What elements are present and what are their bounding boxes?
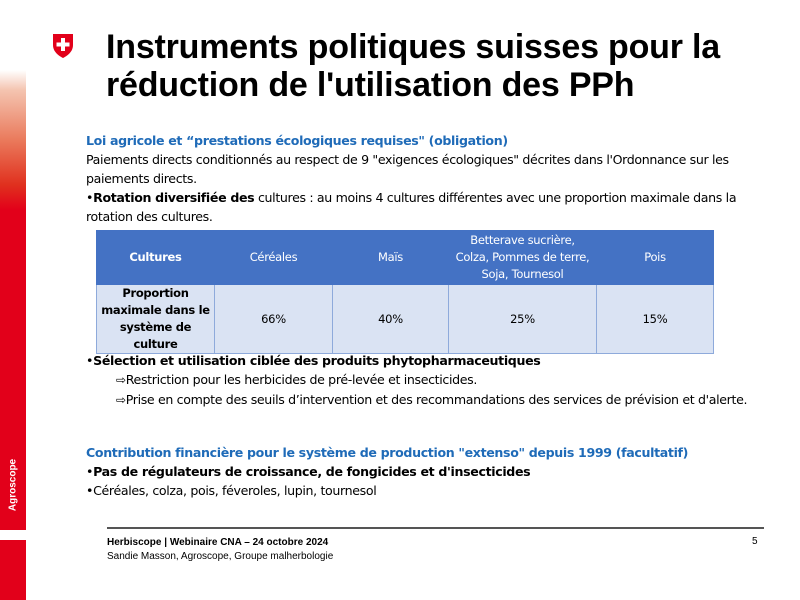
swiss-shield-icon <box>53 34 73 58</box>
table-header-cell: Céréales <box>214 230 333 285</box>
restriction-text: Restriction pour les herbicides de pré-l… <box>125 372 478 387</box>
table-cell: 25% <box>448 284 597 354</box>
page-title: Instruments politiques suisses pour la r… <box>106 28 786 104</box>
table-cell: 66% <box>214 284 333 354</box>
rotation-bullet-bold: Rotation diversifiée des <box>93 190 255 205</box>
rotation-bullet: •Rotation diversifiée des cultures : au … <box>86 188 766 226</box>
phyto-bullet: •Sélection et utilisation ciblée des pro… <box>86 351 766 370</box>
title-line-1: Instruments politiques suisses pour la <box>106 28 720 66</box>
agroscope-side-label: Agroscope <box>7 458 19 512</box>
paiements-directs-paragraph: Paiements directs conditionnés au respec… <box>86 152 729 186</box>
footer-event: Herbiscope | Webinaire CNA – 24 octobre … <box>107 537 329 548</box>
extenso-bullet-1-text: Pas de régulateurs de croissance, de fon… <box>93 464 531 479</box>
phyto-bullet-bold: Sélection et utilisation ciblée des prod… <box>93 353 541 368</box>
seuils-subitem: ⇨Prise en compte des seuils d’interventi… <box>86 390 766 410</box>
extenso-bullet-1: •Pas de régulateurs de croissance, de fo… <box>86 462 766 481</box>
slide-content: Loi agricole et “prestations écologiques… <box>86 131 766 226</box>
footer: Herbiscope | Webinaire CNA – 24 octobre … <box>107 536 333 564</box>
side-color-bar-bottom <box>0 540 26 600</box>
bullet-marker: • <box>86 464 94 479</box>
extenso-bullet-2-text: Céréales, colza, pois, féveroles, lupin,… <box>93 483 377 498</box>
bullet-marker: • <box>86 483 94 498</box>
table-header-row: Cultures Céréales Maïs Betterave sucrièr… <box>96 230 714 285</box>
table-row: Proportion maximale dans le système de c… <box>96 284 714 354</box>
table-header-cell: Pois <box>596 230 714 285</box>
arrow-right-icon: ⇨ <box>116 393 126 407</box>
side-color-bar <box>0 70 26 530</box>
seuils-text: Prise en compte des seuils d’interventio… <box>125 392 748 407</box>
bullet-marker: • <box>86 353 94 368</box>
arrow-right-icon: ⇨ <box>116 373 126 387</box>
bullet-marker: • <box>86 190 94 205</box>
footer-author: Sandie Masson, Agroscope, Groupe malherb… <box>107 551 334 562</box>
title-line-2: réduction de l'utilisation des PPh <box>106 66 635 104</box>
section-heading-extenso: Contribution financière pour le système … <box>86 445 689 460</box>
page-number: 5 <box>752 536 758 547</box>
table-header-cell: Betterave sucrière, Colza, Pommes de ter… <box>448 230 597 285</box>
table-header-cell: Maïs <box>332 230 449 285</box>
phyto-section: •Sélection et utilisation ciblée des pro… <box>86 351 766 410</box>
extenso-section: Contribution financière pour le système … <box>86 443 766 500</box>
rotation-bullet-text: cultures : au moins 4 cultures différent… <box>86 190 737 224</box>
footer-divider <box>107 527 764 529</box>
crop-proportion-table: Cultures Céréales Maïs Betterave sucrièr… <box>96 230 714 354</box>
table-header-cell: Cultures <box>96 230 215 285</box>
restriction-subitem: ⇨Restriction pour les herbicides de pré-… <box>86 370 766 390</box>
table-cell: Proportion maximale dans le système de c… <box>96 284 215 354</box>
extenso-bullet-2: •Céréales, colza, pois, féveroles, lupin… <box>86 481 766 500</box>
table-cell: 40% <box>332 284 449 354</box>
section-heading-loi-agricole: Loi agricole et “prestations écologiques… <box>86 133 508 148</box>
table-cell: 15% <box>596 284 714 354</box>
